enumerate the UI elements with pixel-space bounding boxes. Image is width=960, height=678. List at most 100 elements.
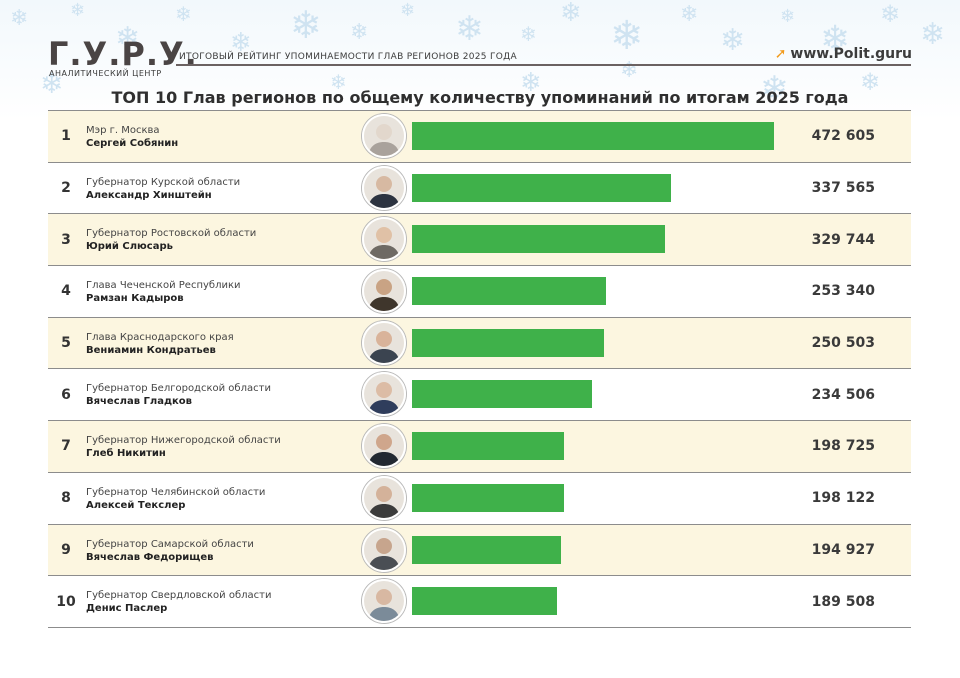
avatar (362, 320, 406, 365)
person-info: Глава Чеченской Республики Рамзан Кадыров (86, 279, 241, 305)
position-label: Губернатор Челябинской области (86, 486, 266, 498)
snowflake-icon: ❄ (350, 20, 369, 45)
person-info: Губернатор Нижегородской области Глеб Ник… (86, 434, 281, 460)
person-silhouette-icon (364, 426, 404, 467)
snowflake-icon: ❄ (720, 23, 746, 58)
person-silhouette-icon (364, 374, 404, 415)
avatar (362, 217, 406, 262)
table-row: 10 Губернатор Свердловской области Денис П… (48, 576, 911, 628)
person-silhouette-icon (364, 477, 404, 518)
value-label: 329 744 (811, 231, 875, 248)
person-name: Вячеслав Гладков (86, 396, 193, 408)
rank-number: 10 (56, 593, 76, 610)
person-name: Юрий Слюсарь (86, 241, 173, 253)
person-info: Губернатор Курской области Александр Хинш… (86, 176, 240, 202)
snowflake-icon: ❄ (680, 2, 699, 27)
value-bar (412, 225, 665, 254)
chart-title: ТОП 10 Глав регионов по общему количеств… (111, 88, 849, 107)
person-info: Губернатор Самарской области Вячеслав Фед… (86, 538, 254, 564)
header-divider (176, 64, 911, 66)
snowflake-icon: ❄ (455, 9, 484, 49)
avatar (362, 165, 406, 210)
table-row: 4 Глава Чеченской Республики Рамзан Кадыро… (48, 266, 911, 318)
arrow-icon: ➚ (774, 46, 787, 62)
value-bar (412, 277, 607, 306)
position-label: Губернатор Самарской области (86, 538, 254, 550)
position-label: Глава Краснодарского края (86, 331, 234, 343)
value-label: 198 725 (811, 438, 875, 455)
logo-subtitle: АНАЛИТИЧЕСКИЙ ЦЕНТР (49, 69, 162, 78)
snowflake-icon: ❄ (760, 69, 789, 109)
value-bar (412, 173, 671, 202)
snowflake-icon: ❄ (400, 0, 416, 21)
value-label: 234 506 (811, 386, 875, 403)
person-name: Глеб Никитин (86, 448, 166, 460)
avatar (362, 424, 406, 469)
value-bar (412, 587, 558, 616)
value-label: 198 122 (811, 490, 875, 507)
ranking-table: 1 Мэр г. Москва Сергей Собянин 472 605 2 Губе… (48, 110, 911, 628)
rank-number: 3 (61, 231, 71, 248)
snowflake-icon: ❄ (610, 13, 644, 59)
person-silhouette-icon (364, 116, 404, 156)
person-silhouette-icon (364, 322, 404, 363)
table-row: 8 Губернатор Челябинской области Алексей Т… (48, 472, 911, 525)
table-row: 9 Губернатор Самарской области Вячеслав Фе… (48, 524, 911, 577)
person-name: Вениамин Кондратьев (86, 344, 216, 356)
rank-number: 4 (61, 283, 71, 300)
rank-number: 9 (61, 541, 71, 558)
snowflake-icon: ❄ (330, 70, 347, 94)
person-name: Александр Хинштейн (86, 189, 212, 201)
person-silhouette-icon (364, 219, 404, 260)
snowflake-icon: ❄ (560, 0, 582, 28)
person-info: Губернатор Свердловской области Денис Пас… (86, 589, 271, 615)
person-info: Губернатор Ростовской области Юрий Слюсар… (86, 227, 256, 253)
avatar (362, 475, 406, 520)
snowflake-icon: ❄ (880, 0, 901, 28)
person-silhouette-icon (364, 581, 404, 622)
value-label: 194 927 (811, 541, 875, 558)
avatar (362, 527, 406, 572)
snowflake-icon: ❄ (175, 2, 192, 26)
header-title: ИТОГОВЫЙ РЕЙТИНГ УПОМИНАЕМОСТИ ГЛАВ РЕГИ… (179, 52, 517, 62)
site-link[interactable]: ➚ www.Polit.guru (775, 46, 912, 62)
snowflake-icon: ❄ (290, 3, 322, 47)
position-label: Мэр г. Москва (86, 125, 160, 136)
value-bar (412, 483, 564, 512)
snowflake-icon: ❄ (820, 19, 851, 60)
snowflake-icon: ❄ (70, 0, 86, 21)
person-info: Губернатор Челябинской области Алексей Те… (86, 486, 265, 512)
person-silhouette-icon (364, 271, 404, 312)
position-label: Губернатор Белгородской области (86, 383, 271, 395)
snowflake-icon: ❄ (780, 6, 796, 27)
person-name: Вячеслав Федорищев (86, 551, 214, 563)
table-row: 1 Мэр г. Москва Сергей Собянин 472 605 (48, 111, 911, 163)
value-bar (412, 122, 774, 150)
position-label: Губернатор Ростовской области (86, 228, 257, 240)
position-label: Глава Чеченской Республики (86, 280, 241, 292)
table-row: 7 Губернатор Нижегородской области Глеб Ни… (48, 421, 911, 473)
person-info: Мэр г. Москва Сергей Собянин (86, 124, 178, 150)
value-label: 189 508 (811, 593, 875, 610)
person-info: Глава Краснодарского края Вениамин Кондра… (86, 331, 234, 357)
person-name: Рамзан Кадыров (86, 293, 184, 305)
person-name: Денис Паслер (86, 603, 168, 615)
avatar (362, 579, 406, 624)
snowflake-icon: ❄ (520, 22, 537, 46)
table-row: 6 Губернатор Белгородской области Вячеслав… (48, 369, 911, 422)
snowflake-icon: ❄ (860, 68, 881, 96)
snowflake-icon: ❄ (40, 67, 64, 100)
guru-logo: Г.У.Р.У. (48, 35, 198, 73)
position-label: Губернатор Свердловской области (86, 590, 272, 602)
rank-number: 1 (61, 128, 71, 145)
value-bar (412, 380, 592, 409)
position-label: Губернатор Нижегородской области (86, 435, 281, 447)
avatar (362, 114, 406, 158)
table-row: 3 Губернатор Ростовской области Юрий Слюса… (48, 214, 911, 267)
snowflake-icon: ❄ (115, 21, 141, 56)
value-bar (412, 328, 604, 357)
value-label: 337 565 (811, 180, 875, 197)
table-row: 5 Глава Краснодарского края Вениамин Кондр… (48, 317, 911, 370)
rank-number: 6 (61, 386, 71, 403)
rank-number: 5 (61, 335, 71, 352)
